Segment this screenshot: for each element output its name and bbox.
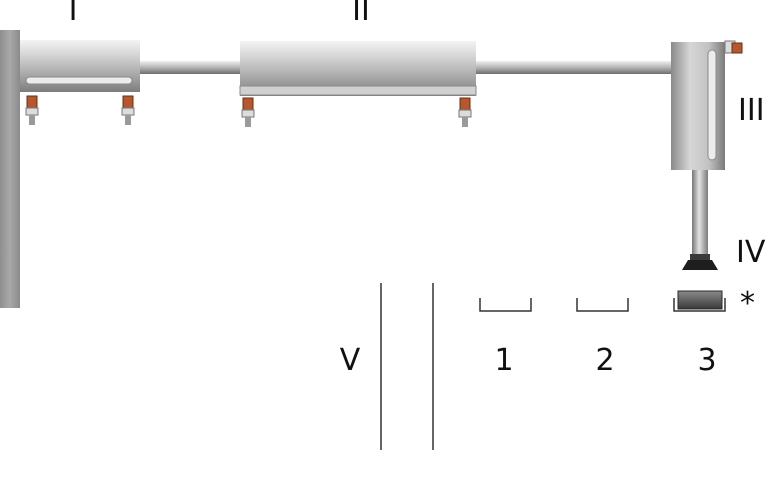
cylinder-1 [20, 40, 140, 125]
label-station-3: 3 [697, 343, 716, 378]
label-workpiece: * [740, 286, 755, 321]
cylinder-2 [239, 41, 477, 127]
mounting-wall [0, 30, 20, 308]
label-gripper: IV [736, 235, 766, 270]
label-separator: V [340, 343, 361, 378]
label-cylinder-3: III [738, 93, 765, 128]
pneumatic-port-icon [241, 97, 255, 127]
pneumatic-port-icon [724, 40, 743, 54]
label-station-1: 1 [494, 343, 513, 378]
pneumatic-port-icon [121, 95, 135, 125]
cylinder-3 [671, 40, 743, 170]
rod-1 [140, 61, 240, 74]
label-cylinder-1: I [69, 0, 78, 28]
label-station-2: 2 [595, 343, 614, 378]
station-3-tray [673, 298, 726, 312]
suction-cup-icon [682, 254, 718, 270]
label-cylinder-2: II [352, 0, 370, 28]
pneumatic-port-icon [25, 95, 39, 125]
station-1-tray [479, 298, 532, 312]
rod-3 [692, 170, 708, 256]
station-2-tray [576, 298, 629, 312]
rod-2 [476, 61, 673, 74]
workpiece-block-icon [677, 290, 723, 310]
pneumatic-port-icon [458, 97, 472, 127]
